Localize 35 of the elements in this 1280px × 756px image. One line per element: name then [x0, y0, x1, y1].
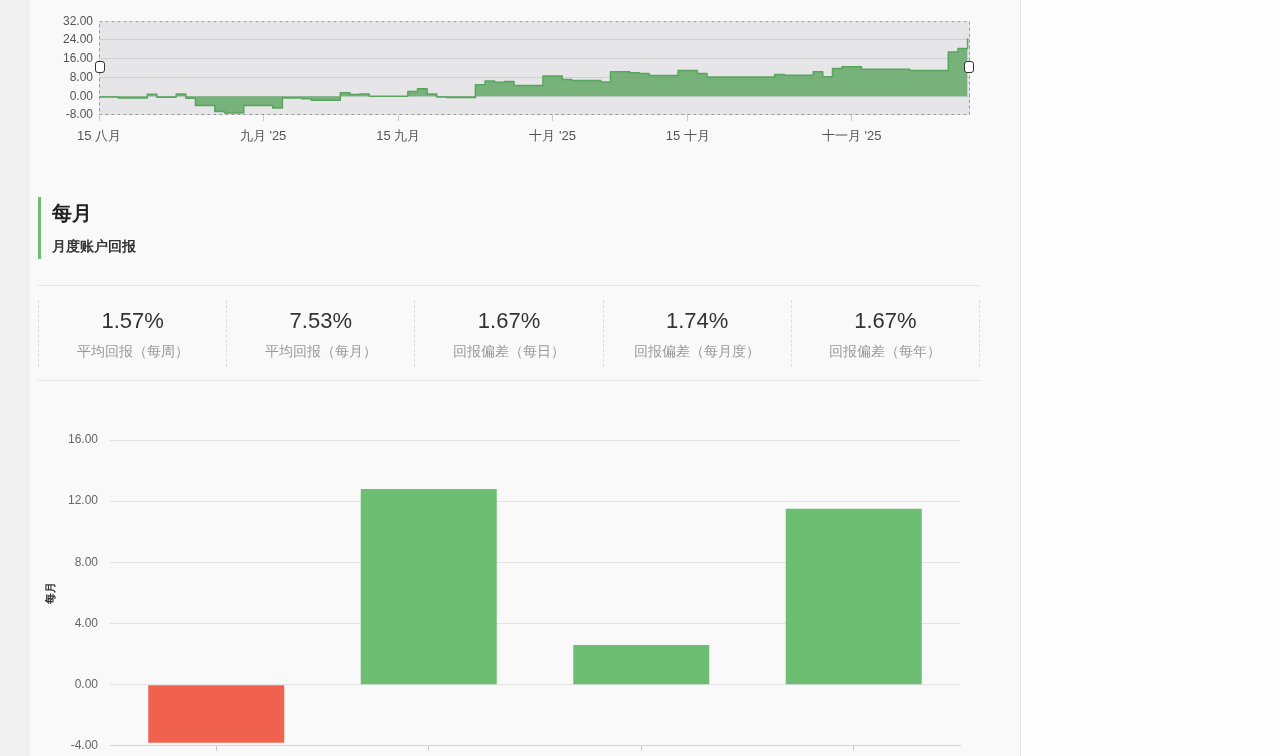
category-label: 回报偏差（每月度） — [633, 342, 762, 360]
text: 1.57% — [101, 308, 164, 333]
bar — [785, 508, 922, 685]
y-tick-label: 0.00 — [74, 676, 99, 691]
y-tick-label: 32.00 — [62, 13, 94, 28]
text: 1.74% — [666, 308, 729, 333]
bar — [148, 685, 285, 743]
x-tick-label: 15 八月 — [76, 128, 122, 144]
y-tick-label: 4.00 — [74, 615, 99, 630]
y-tick-label: -8.00 — [65, 107, 94, 122]
text: 1.67% — [477, 308, 541, 333]
x-tick-label: 十月 '25 — [529, 128, 576, 144]
y-tick-label: 12.00 — [67, 493, 99, 508]
y-tick-label: 8.00 — [69, 69, 94, 84]
y-axis-title: 每月 — [43, 581, 56, 605]
y-tick-label: -4.00 — [70, 738, 99, 753]
x-tick-label: 15 九月 — [376, 128, 421, 144]
y-tick-label: 16.00 — [62, 51, 94, 66]
y-tick-label: 8.00 — [74, 554, 99, 569]
bar — [360, 488, 497, 685]
category-label: 回报偏差（每年） — [828, 342, 943, 360]
text: 7.53% — [289, 308, 352, 333]
x-tick-label: 十一月 '25 — [821, 128, 882, 144]
x-tick-label: 九月 '25 — [239, 128, 287, 144]
category-label: 平均回报（每月） — [263, 342, 378, 360]
y-tick-label: 0.00 — [69, 88, 94, 103]
text: 1.67% — [854, 308, 917, 333]
bar — [573, 644, 710, 685]
y-tick-label: 16.00 — [67, 432, 99, 447]
text: 月度账户回报 — [52, 237, 136, 255]
category-label: 回报偏差（每日） — [452, 342, 566, 360]
y-tick-label: 24.00 — [62, 32, 94, 47]
text: 每月 — [52, 201, 93, 225]
category-label: 平均回报（每周） — [75, 342, 190, 360]
x-tick-label: 15 十月 — [665, 128, 710, 144]
